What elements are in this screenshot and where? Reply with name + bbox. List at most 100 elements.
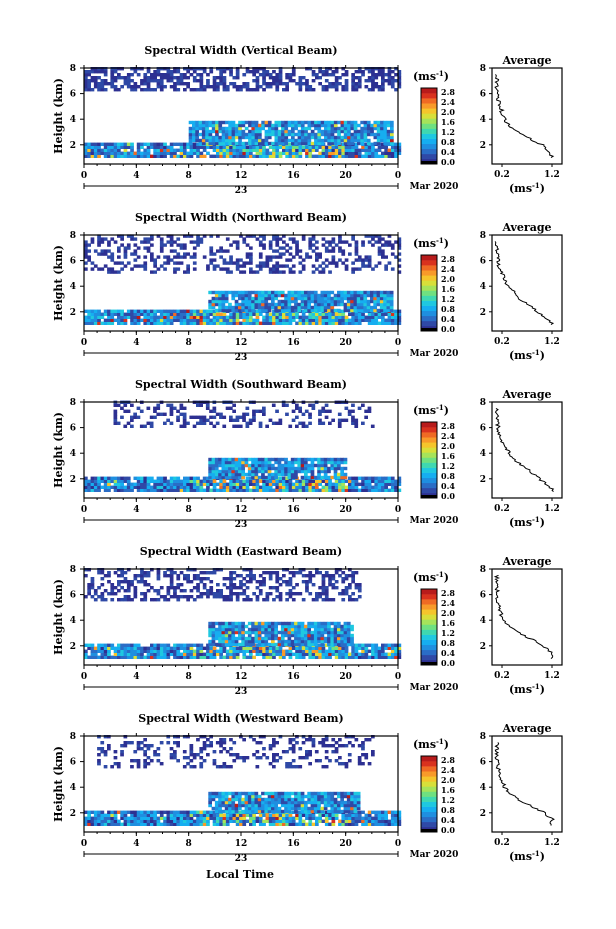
heatmap-cell [228, 642, 232, 647]
heatmap-cell [271, 621, 275, 626]
heatmap-cell [305, 67, 309, 71]
heatmap-cell [305, 255, 309, 259]
heatmap-cell [218, 636, 222, 641]
heatmap-cell [249, 88, 253, 92]
heatmap-cell [107, 312, 111, 316]
heatmap-cell [254, 457, 259, 462]
heatmap-cell [334, 652, 339, 656]
heatmap-cell [308, 580, 313, 584]
heatmap-cell [267, 302, 272, 307]
heatmap-cell [324, 246, 329, 250]
heatmap-cell [350, 138, 355, 143]
heatmap-cell [328, 580, 332, 584]
heatmap-cell [287, 299, 292, 304]
heatmap-cell [304, 293, 308, 298]
heatmap-cell [159, 485, 164, 489]
heatmap-cell [300, 305, 305, 310]
heatmap-cell [183, 148, 187, 152]
heatmap-cell [324, 154, 329, 158]
heatmap-cell [357, 129, 361, 134]
heatmap-cell [291, 67, 296, 71]
heatmap-cell [308, 412, 312, 416]
heatmap-cell [252, 418, 256, 422]
heatmap-cell [255, 649, 260, 653]
heatmap-cell [211, 302, 216, 307]
heatmap-cell [338, 652, 342, 656]
heatmap-cell [225, 485, 230, 489]
heatmap-cell [334, 82, 339, 86]
heatmap-cell [225, 318, 230, 322]
heatmap-cell [255, 88, 260, 92]
heatmap-cell [103, 67, 108, 71]
heatmap-cell [229, 406, 233, 410]
heatmap-cell [264, 639, 269, 644]
heatmap-cell [166, 321, 171, 325]
heatmap-cell [218, 475, 222, 480]
heatmap-cell [374, 479, 379, 483]
heatmap-cell [297, 120, 302, 125]
heatmap-cell [264, 627, 269, 632]
heatmap-cell [183, 482, 187, 486]
heatmap-cell [231, 472, 236, 477]
heatmap-cell [231, 126, 236, 131]
colorbar-tick-label: 2.0 [441, 107, 455, 117]
heatmap-cell [153, 415, 157, 419]
heatmap-cell [353, 120, 358, 125]
heatmap-cell [264, 642, 269, 647]
heatmap-cell [318, 412, 322, 416]
heatmap-cell [324, 598, 329, 602]
heatmap-cell [186, 652, 190, 656]
heatmap-cell [206, 145, 210, 149]
average-frame [491, 401, 563, 499]
heatmap-cell [298, 321, 303, 325]
heatmap-cell [364, 85, 369, 89]
heatmap-cell [215, 123, 219, 128]
heatmap-cell [320, 129, 325, 134]
heatmap-cell [340, 633, 344, 638]
heatmap-cell [374, 646, 379, 650]
heatmap-cell [258, 67, 263, 71]
heatmap-cell [231, 633, 236, 638]
heatmap-cell [247, 302, 252, 307]
heatmap-cell [304, 308, 308, 313]
heatmap-cell [343, 475, 348, 480]
heatmap-cell [126, 145, 131, 149]
heatmap-cell [291, 482, 296, 486]
heatmap-cell [97, 479, 101, 483]
heatmap-cell [272, 145, 276, 149]
heatmap-cell [288, 485, 293, 489]
heatmap-cell [182, 424, 187, 428]
heatmap-cell [304, 141, 308, 146]
heatmap-cell [87, 646, 91, 650]
heatmap-cell [300, 293, 305, 298]
heatmap-cell [284, 472, 288, 477]
heatmap-cell [278, 595, 283, 599]
heatmap-cell [334, 67, 339, 71]
heatmap-cell [90, 88, 95, 92]
heatmap-cell [84, 255, 88, 259]
heatmap-cell [199, 646, 204, 650]
heatmap-cell [298, 655, 303, 659]
heatmap-cell [328, 315, 332, 319]
heatmap-cell [371, 243, 375, 247]
heatmap-cell [274, 642, 278, 647]
x-tick-label: 0 [395, 171, 401, 181]
heatmap-cell [234, 472, 239, 477]
heatmap-cell [327, 293, 331, 298]
heatmap-cell [328, 488, 332, 492]
avg-y-tick-label: 8 [480, 64, 486, 74]
heatmap-cell [221, 463, 226, 468]
heatmap-cell [384, 652, 388, 656]
heatmap-cell [390, 132, 394, 137]
heatmap-cell [146, 246, 151, 250]
heatmap-cell [387, 476, 392, 480]
heatmap-cell [254, 123, 259, 128]
heatmap-cell [315, 154, 319, 158]
heatmap-cell [239, 485, 243, 489]
heatmap-cell [337, 302, 341, 307]
heatmap-cell [120, 243, 124, 247]
y-tick-label: 8 [70, 398, 76, 408]
heatmap-cell [315, 318, 319, 322]
heatmap-cell [381, 151, 385, 155]
heatmap-cell [87, 88, 91, 92]
